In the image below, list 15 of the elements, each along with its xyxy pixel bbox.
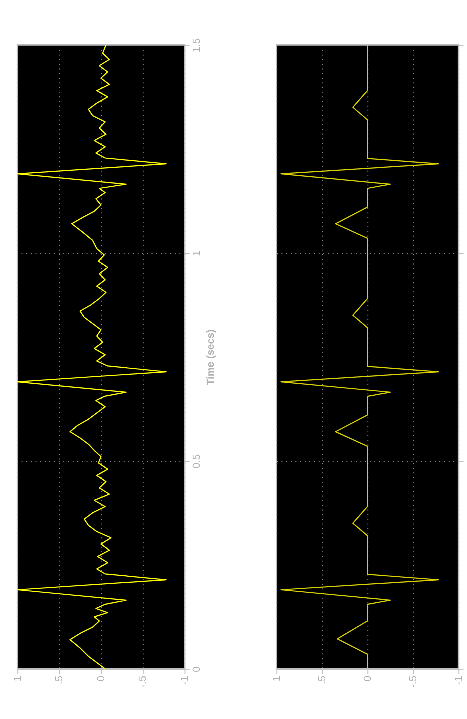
x-tick-label: 1 [12,676,24,682]
x-tick-label: 0 [96,676,108,682]
x-tick-label: -.5 [138,676,150,688]
x-tick-label: -1 [454,676,465,686]
x-tick-label: .5 [54,676,66,685]
y-tick-label: 1 [192,250,204,256]
y-tick-label: 0 [192,666,204,672]
y-tick-label: 1.5 [192,38,204,53]
x-tick-label: -.5 [408,676,420,688]
x-tick-label: -1 [180,676,192,686]
x-tick-label: .5 [317,676,328,685]
y-axis-title: Time (secs) [206,330,218,386]
x-tick-label: 1 [272,676,283,682]
x-tick-label: 0 [362,676,374,682]
y-tick-label: 0.5 [192,454,204,469]
